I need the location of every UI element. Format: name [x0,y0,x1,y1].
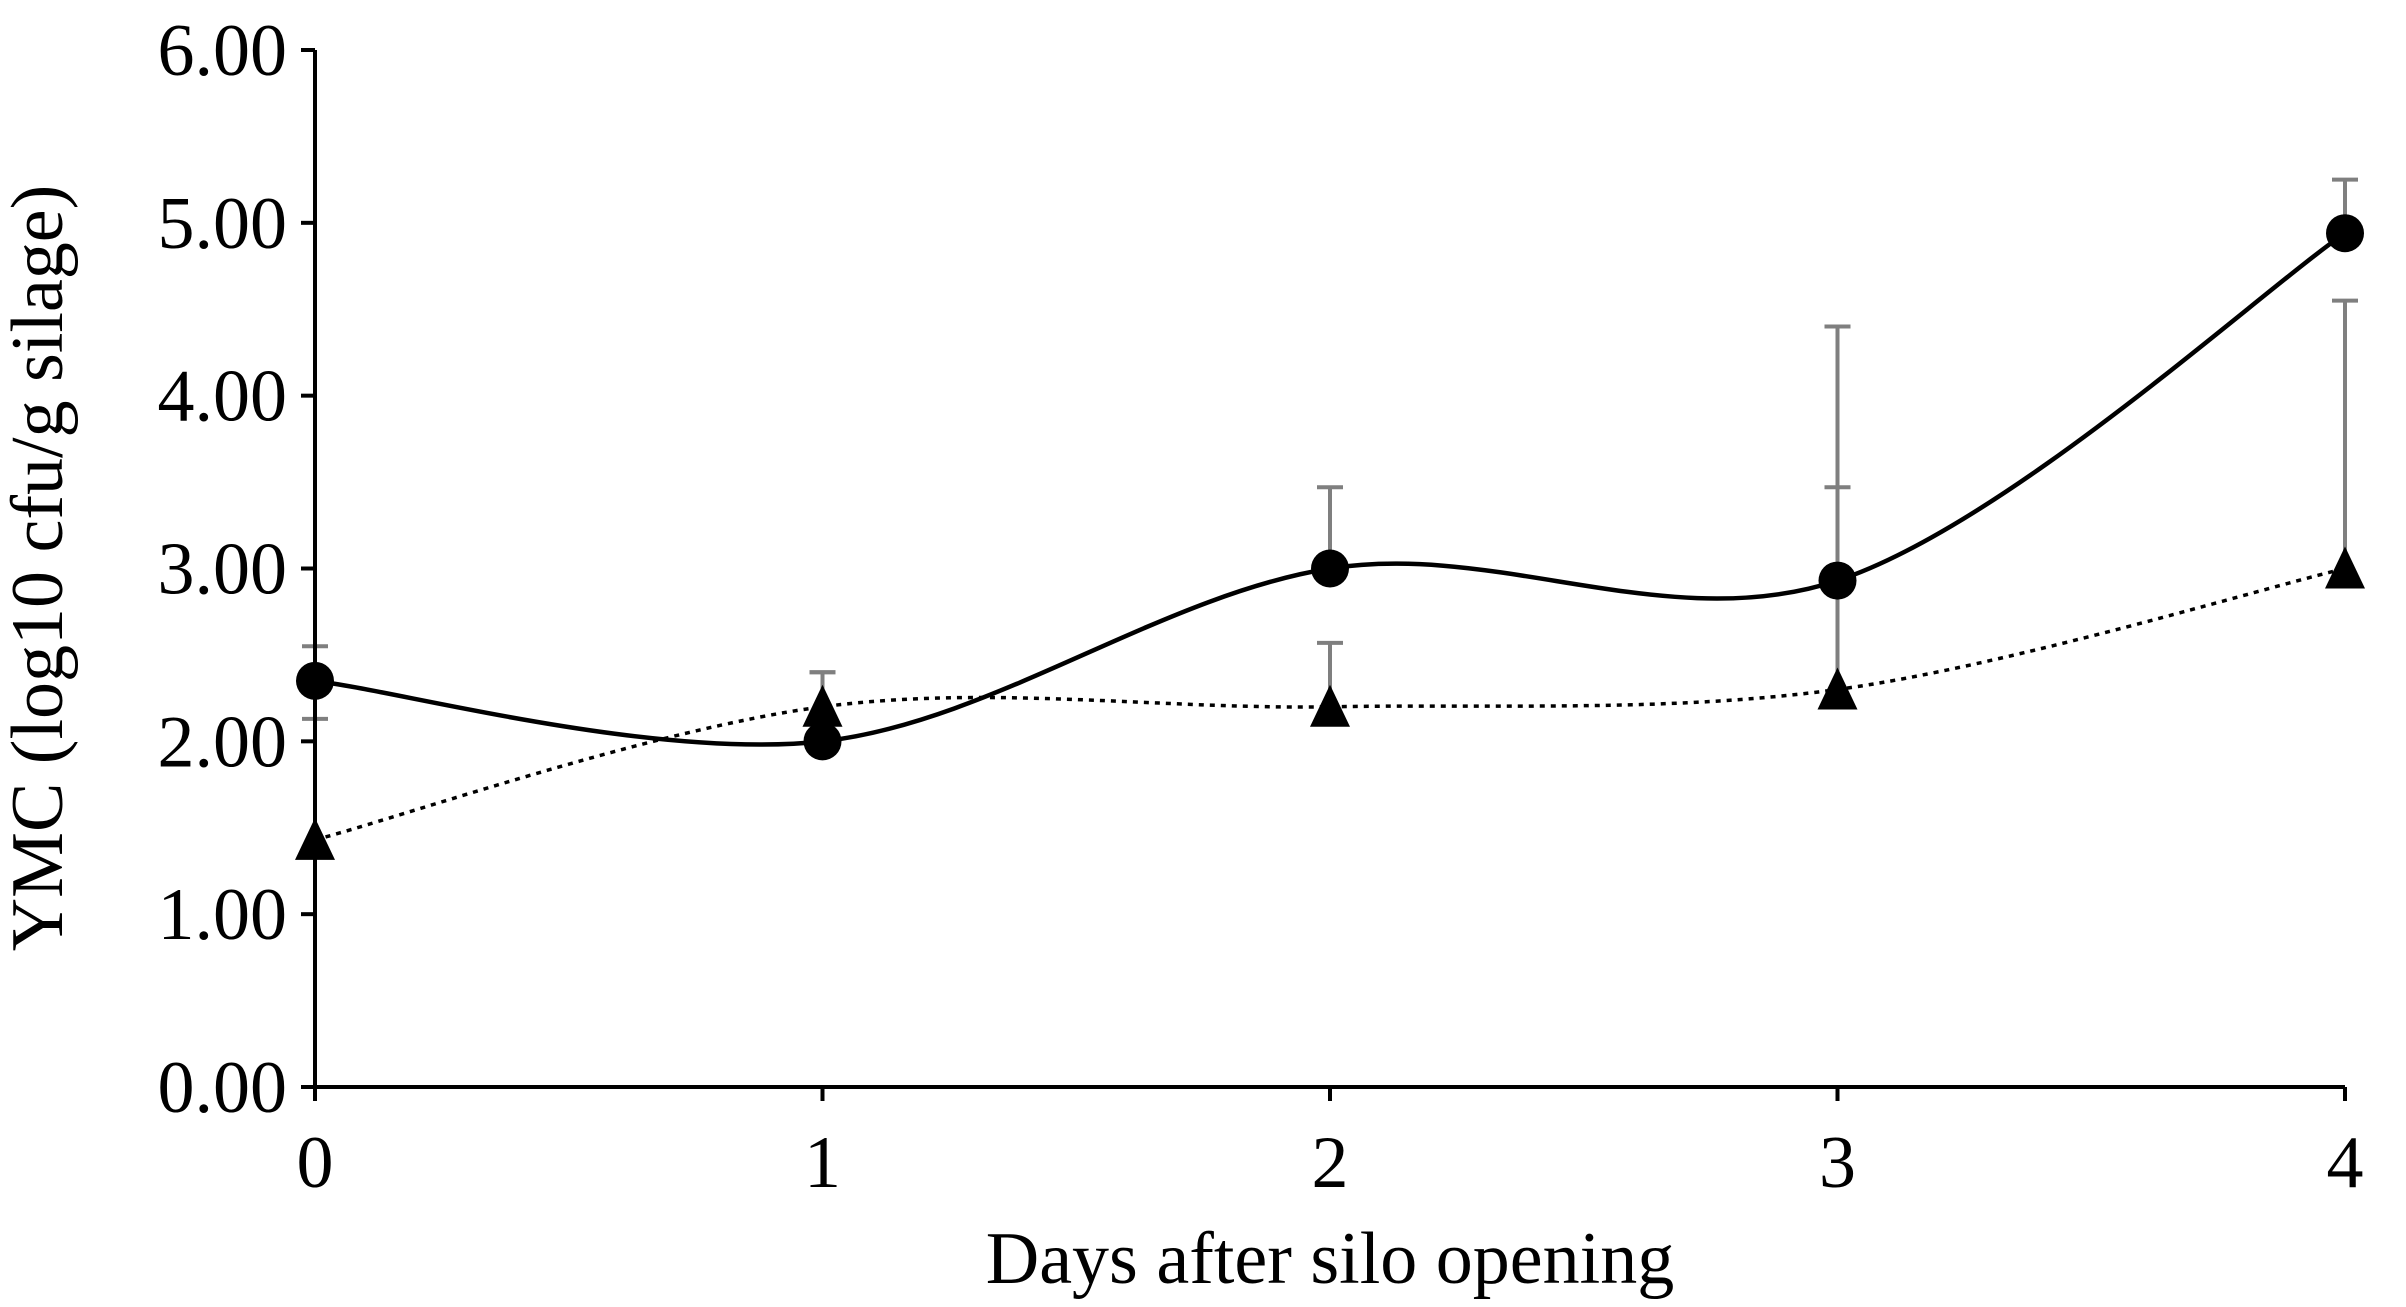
y-tick-label: 5.00 [158,183,288,265]
data-point-triangle [295,817,335,860]
x-tick-label: 0 [297,1122,334,1204]
data-point-triangle [1310,684,1350,727]
data-point-circle [2326,214,2364,253]
data-point-circle [1818,561,1857,600]
data-point-triangle [802,684,843,727]
y-tick-label: 1.00 [158,874,288,956]
y-tick-label: 6.00 [158,10,288,92]
markers [295,214,2365,860]
error-bars [302,177,2358,840]
y-tick-label: 0.00 [158,1047,288,1129]
data-point-circle [803,722,842,761]
error-bar [1824,324,1851,690]
ticks: 0.00 1.00 2.00 3.00 4.00 5.00 6.00 0 1 2 3 4 [158,10,2364,1204]
x-axis-title: Days after silo opening [986,1218,1674,1300]
data-point-circle [296,661,334,700]
y-axis-title: YMC (log10 cfu/g silage) [0,185,79,952]
x-tick-label: 3 [1819,1122,1856,1204]
data-point-triangle [1817,667,1858,710]
y-tick-label: 4.00 [158,356,288,438]
data-point-circle [1311,549,1349,588]
x-tick-label: 4 [2327,1122,2364,1204]
error-bar [2332,298,2358,569]
series-line-2 [314,566,2346,842]
y-tick-label: 2.00 [158,701,288,783]
y-tick-label: 3.00 [158,529,288,611]
x-tick-label: 2 [1312,1122,1349,1204]
x-tick-label: 1 [804,1122,841,1204]
data-point-triangle [2325,546,2365,589]
